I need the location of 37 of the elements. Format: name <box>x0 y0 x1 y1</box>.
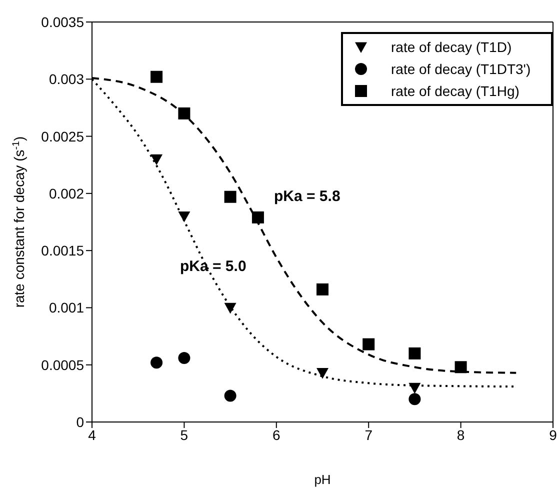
x-tick-label: 5 <box>180 426 188 443</box>
point <box>454 361 467 374</box>
y-tick-label: 0.0005 <box>41 356 84 373</box>
legend-label: rate of decay (T1DT3') <box>391 61 531 77</box>
point <box>150 70 163 83</box>
x-tick-label: 6 <box>272 426 280 443</box>
y-tick-label: 0.003 <box>48 71 84 88</box>
point <box>150 356 163 369</box>
point <box>178 352 190 364</box>
point <box>224 190 236 203</box>
point <box>316 368 328 379</box>
point <box>224 302 236 314</box>
point <box>316 283 328 296</box>
y-tick-label: 0.0035 <box>41 14 84 30</box>
point <box>224 390 236 402</box>
point <box>150 154 163 166</box>
x-axis-title: pH <box>314 472 331 487</box>
point <box>408 347 421 360</box>
y-tick-label: 0.002 <box>48 185 84 202</box>
x-tick-label: 4 <box>88 426 96 443</box>
point <box>178 211 190 222</box>
y-tick-label: 0 <box>76 414 84 430</box>
x-tick-label: 8 <box>456 426 465 443</box>
point <box>178 107 190 120</box>
point <box>252 211 264 224</box>
y-tick-label: 0.0025 <box>41 128 84 144</box>
annotation: pKa = 5.0 <box>180 258 246 275</box>
point <box>362 338 375 350</box>
legend-label: rate of decay (T1Hg) <box>391 83 520 99</box>
x-tick-label: 9 <box>549 426 558 443</box>
annotation: pKa = 5.8 <box>274 188 340 205</box>
point <box>408 382 421 394</box>
y-tick-label: 0.0015 <box>41 242 84 259</box>
x-tick-label: 7 <box>364 426 373 443</box>
point <box>408 393 421 406</box>
y-tick-label: 0.001 <box>48 300 84 316</box>
legend-label: rate of decay (T1D) <box>391 39 512 55</box>
